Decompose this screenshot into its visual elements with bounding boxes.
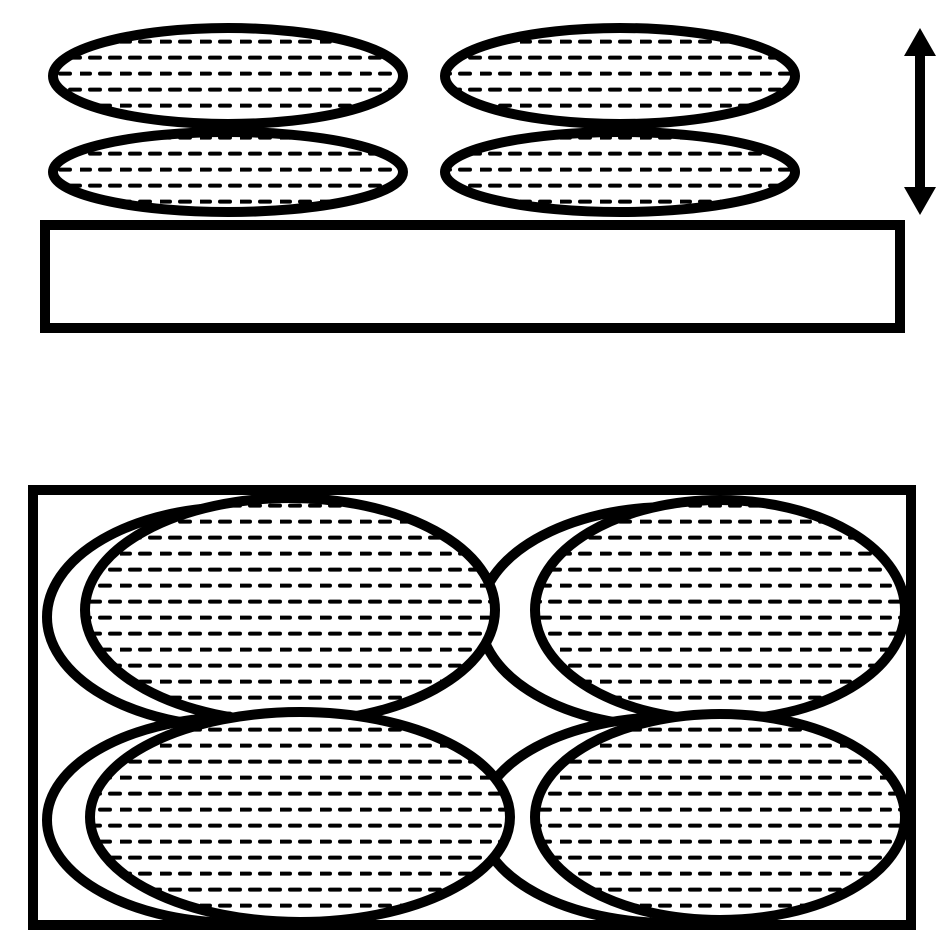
- top-ellipse: [53, 28, 403, 124]
- bottom-ellipse-front: [90, 712, 510, 922]
- top-ellipse: [53, 132, 403, 212]
- bottom-ellipse-front: [535, 714, 905, 920]
- diagram-canvas: [0, 0, 950, 949]
- top-ellipse: [445, 132, 795, 212]
- top-ellipse: [445, 28, 795, 124]
- vertical-double-arrow-icon: [904, 28, 936, 215]
- bottom-ellipse-front: [535, 500, 905, 720]
- top-substrate-rect: [45, 225, 900, 328]
- bottom-ellipse-front: [85, 498, 495, 722]
